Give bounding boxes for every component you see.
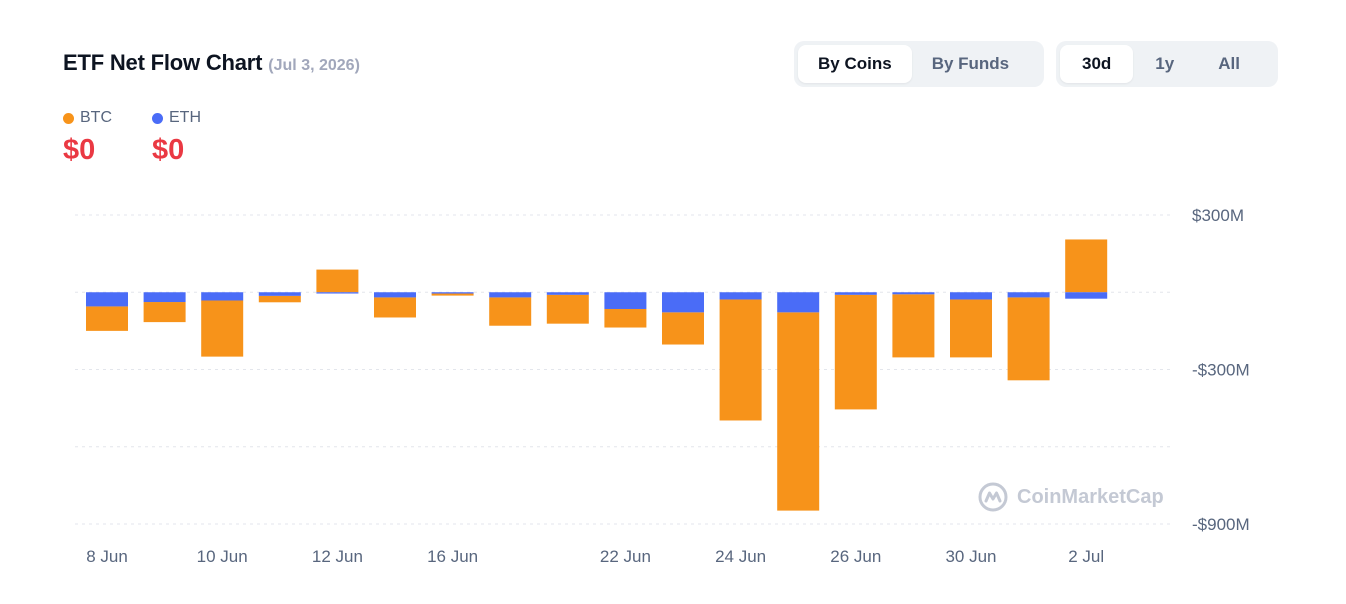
x-tick-label: 16 Jun [427, 547, 478, 566]
x-tick-label: 24 Jun [715, 547, 766, 566]
bar-btc[interactable] [777, 312, 820, 511]
bar-eth[interactable] [143, 292, 186, 303]
range-all-button[interactable]: All [1218, 54, 1240, 73]
bar-btc[interactable] [950, 299, 992, 358]
legend-label-btc: BTC [80, 109, 112, 126]
legend-key-eth: ETH [152, 108, 201, 128]
bar-btc[interactable] [662, 312, 704, 345]
bar-btc[interactable] [143, 302, 186, 323]
bar-btc[interactable] [546, 294, 589, 324]
x-tick-label: 12 Jun [312, 547, 363, 566]
bar-eth[interactable] [719, 292, 762, 300]
bar-eth[interactable] [374, 292, 416, 298]
legend-item-btc[interactable]: BTC $0 [63, 108, 112, 167]
x-tick-label: 10 Jun [197, 547, 248, 566]
x-tick-label: 8 Jun [86, 547, 128, 566]
bar-btc[interactable] [316, 269, 359, 293]
bar-eth[interactable] [834, 292, 877, 295]
bar-eth[interactable] [662, 292, 704, 313]
bar-btc[interactable] [719, 299, 762, 421]
legend-value-btc: $0 [63, 134, 96, 166]
bar-eth[interactable] [86, 292, 128, 307]
bar-eth[interactable] [258, 292, 301, 296]
x-tick-label: 2 Jul [1068, 547, 1104, 566]
group-toggle: By Coins By Funds [794, 41, 1044, 87]
legend-label-eth: ETH [169, 109, 201, 126]
range-30d-button[interactable]: 30d [1060, 45, 1134, 83]
btc-dot-icon [63, 112, 74, 124]
bar-eth[interactable] [950, 292, 992, 300]
bar-eth[interactable] [604, 292, 647, 309]
x-tick-label: 22 Jun [600, 547, 651, 566]
bar-eth[interactable] [316, 292, 359, 294]
watermark-text: CoinMarketCap [1017, 485, 1164, 508]
chart-date: (Jul 3, 2026) [268, 57, 360, 74]
y-tick-label: $300M [1192, 206, 1244, 225]
bar-btc[interactable] [1065, 239, 1108, 293]
eth-dot-icon [152, 112, 163, 124]
bar-btc[interactable] [489, 297, 532, 326]
title-row: ETF Net Flow Chart (Jul 3, 2026) [63, 50, 360, 76]
bar-btc[interactable] [431, 293, 474, 296]
range-1y-button[interactable]: 1y [1155, 54, 1175, 73]
by-funds-button[interactable]: By Funds [931, 54, 1010, 73]
by-coins-button[interactable]: By Coins [798, 45, 912, 83]
bar-btc[interactable] [892, 294, 935, 358]
bar-btc[interactable] [86, 306, 128, 331]
watermark: CoinMarketCap [977, 481, 1164, 513]
legend: BTC $0 ETH $0 [63, 108, 201, 167]
bar-btc[interactable] [834, 294, 877, 410]
bar-eth[interactable] [1007, 292, 1050, 298]
coinmarketcap-logo-icon [978, 482, 1008, 512]
x-tick-label: 30 Jun [945, 547, 996, 566]
y-tick-label: -$900M [1192, 515, 1250, 534]
bar-eth[interactable] [546, 292, 589, 295]
bar-eth[interactable] [777, 292, 820, 313]
x-tick-label: 26 Jun [830, 547, 881, 566]
page-title: ETF Net Flow Chart [63, 50, 263, 75]
legend-value-eth: $0 [152, 134, 185, 166]
bar-eth[interactable] [892, 292, 935, 295]
bar-btc[interactable] [258, 295, 301, 303]
legend-key-btc: BTC [63, 108, 112, 128]
y-tick-label: -$300M [1192, 361, 1250, 380]
bar-eth[interactable] [201, 292, 244, 301]
bar-btc[interactable] [201, 300, 244, 357]
bar-eth[interactable] [1065, 292, 1108, 299]
bar-eth[interactable] [489, 292, 532, 298]
legend-item-eth[interactable]: ETH $0 [152, 108, 201, 167]
bar-btc[interactable] [604, 308, 647, 328]
bar-eth[interactable] [431, 292, 474, 294]
bar-btc[interactable] [374, 297, 416, 318]
bar-btc[interactable] [1007, 297, 1050, 381]
range-toggle: 30d 1y All [1056, 41, 1278, 87]
